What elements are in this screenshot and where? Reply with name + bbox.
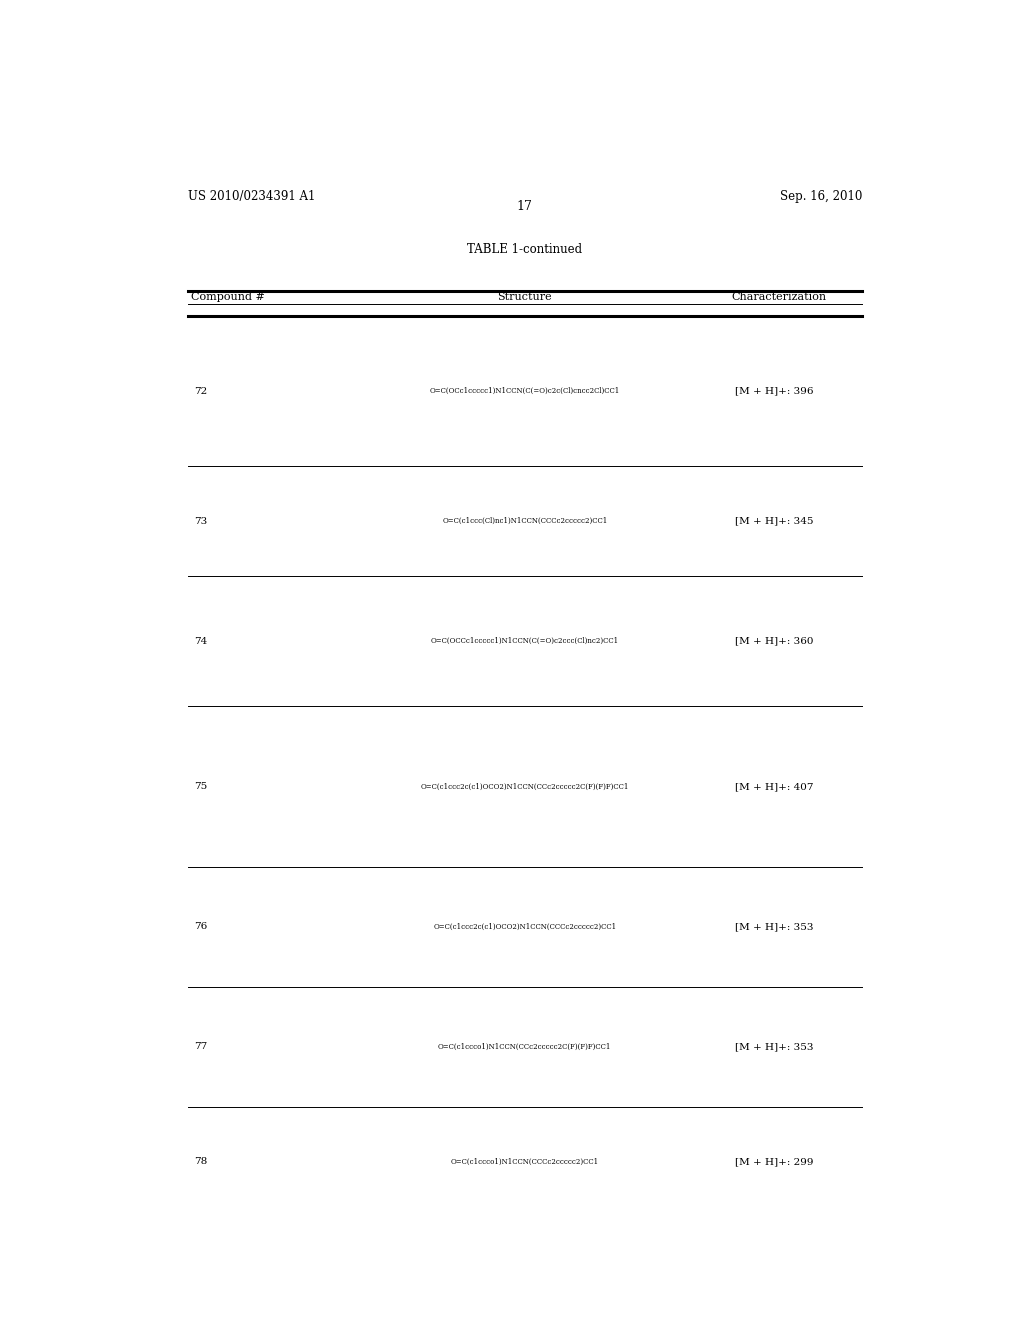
Text: TABLE 1-continued: TABLE 1-continued <box>467 243 583 256</box>
Text: Compound #: Compound # <box>191 292 265 302</box>
Text: O=C(c1ccc(Cl)nc1)N1CCN(CCCc2ccccc2)CC1: O=C(c1ccc(Cl)nc1)N1CCN(CCCc2ccccc2)CC1 <box>442 517 607 525</box>
Text: 78: 78 <box>194 1158 207 1166</box>
Text: 76: 76 <box>194 923 207 932</box>
Text: O=C(c1ccc2c(c1)OCO2)N1CCN(CCc2ccccc2C(F)(F)F)CC1: O=C(c1ccc2c(c1)OCO2)N1CCN(CCc2ccccc2C(F)… <box>421 783 629 791</box>
Text: [M + H]+: 299: [M + H]+: 299 <box>735 1158 814 1166</box>
Text: 74: 74 <box>194 636 207 645</box>
Text: US 2010/0234391 A1: US 2010/0234391 A1 <box>187 190 315 202</box>
Text: [M + H]+: 407: [M + H]+: 407 <box>735 781 814 791</box>
Text: 77: 77 <box>194 1043 207 1051</box>
Text: [M + H]+: 353: [M + H]+: 353 <box>735 1043 814 1051</box>
Text: [M + H]+: 360: [M + H]+: 360 <box>735 636 814 645</box>
Text: Sep. 16, 2010: Sep. 16, 2010 <box>779 190 862 202</box>
Text: O=C(OCc1ccccc1)N1CCN(C(=O)c2c(Cl)cncc2Cl)CC1: O=C(OCc1ccccc1)N1CCN(C(=O)c2c(Cl)cncc2Cl… <box>430 387 620 395</box>
Text: 73: 73 <box>194 516 207 525</box>
Text: O=C(OCCc1ccccc1)N1CCN(C(=O)c2ccc(Cl)nc2)CC1: O=C(OCCc1ccccc1)N1CCN(C(=O)c2ccc(Cl)nc2)… <box>431 638 618 645</box>
Text: [M + H]+: 353: [M + H]+: 353 <box>735 923 814 932</box>
Text: Characterization: Characterization <box>731 292 826 302</box>
Text: 75: 75 <box>194 781 207 791</box>
Text: O=C(c1ccco1)N1CCN(CCc2ccccc2C(F)(F)F)CC1: O=C(c1ccco1)N1CCN(CCc2ccccc2C(F)(F)F)CC1 <box>438 1043 611 1051</box>
Text: O=C(c1ccco1)N1CCN(CCCc2ccccc2)CC1: O=C(c1ccco1)N1CCN(CCCc2ccccc2)CC1 <box>451 1158 599 1166</box>
Text: Structure: Structure <box>498 292 552 302</box>
Text: 72: 72 <box>194 387 207 396</box>
Text: O=C(c1ccc2c(c1)OCO2)N1CCN(CCCc2ccccc2)CC1: O=C(c1ccc2c(c1)OCO2)N1CCN(CCCc2ccccc2)CC… <box>433 923 616 931</box>
Text: 17: 17 <box>517 199 532 213</box>
Text: [M + H]+: 345: [M + H]+: 345 <box>735 516 814 525</box>
Text: [M + H]+: 396: [M + H]+: 396 <box>735 387 814 396</box>
